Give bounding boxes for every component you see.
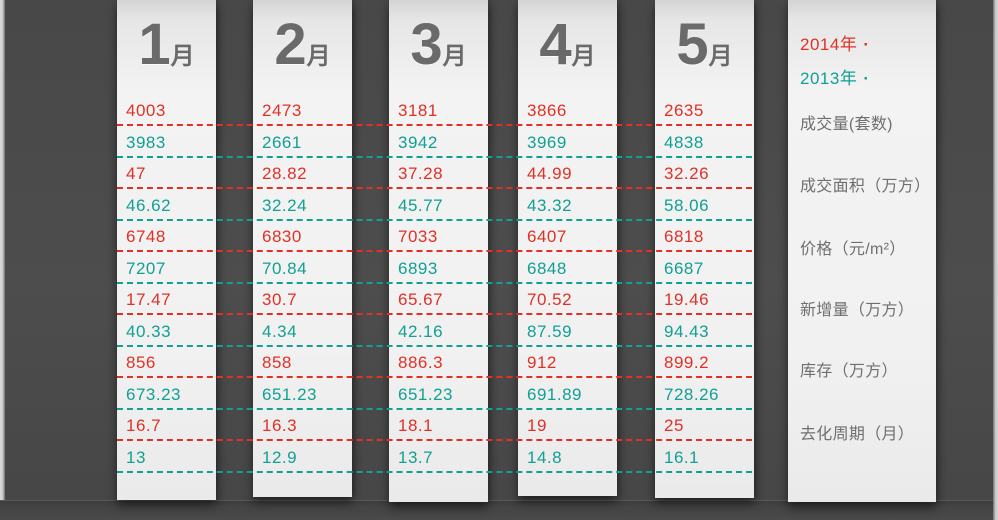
month-card-2[interactable]: 2月 [253, 0, 352, 497]
month-card-1[interactable]: 1月 [117, 0, 216, 500]
month-heading-5: 5月 [655, 14, 754, 86]
metric-label: 成交量(套数) [800, 116, 893, 133]
month-card-3[interactable]: 3月 [389, 0, 488, 502]
month-suffix: 月 [170, 43, 195, 70]
legend-year-2013: 2013年 · [800, 62, 930, 96]
month-number: 4 [539, 12, 571, 77]
month-card-4[interactable]: 4月 [518, 0, 617, 496]
month-number: 1 [138, 12, 170, 77]
month-heading-1: 1月 [117, 14, 216, 86]
metric-label: 成交面积（万方） [800, 178, 931, 195]
floor-shadow [0, 500, 998, 520]
legend-card[interactable]: 2014年 · 2013年 · 成交量(套数) 成交面积（万方） 价格（元/m²） 新增量… [788, 0, 936, 502]
month-heading-2: 2月 [253, 14, 352, 86]
month-suffix: 月 [571, 43, 596, 70]
legend-year-2013-label: 2013年 [800, 69, 858, 88]
month-suffix: 月 [442, 43, 467, 70]
month-heading-4: 4月 [518, 14, 617, 86]
month-card-5[interactable]: 5月 [655, 0, 754, 498]
legend-year-2014: 2014年 · [800, 28, 930, 62]
month-number: 3 [410, 12, 442, 77]
metric-label: 价格（元/m²） [800, 241, 906, 258]
month-number: 5 [676, 12, 708, 77]
legend-year-2014-label: 2014年 [800, 35, 858, 54]
metric-label: 去化周期（月） [800, 426, 915, 443]
month-suffix: 月 [306, 43, 331, 70]
legend-years: 2014年 · 2013年 · [800, 28, 930, 96]
month-suffix: 月 [708, 43, 733, 70]
metric-label: 库存（万方） [800, 363, 898, 380]
month-number: 2 [274, 12, 306, 77]
legend-dot-2014: · [863, 35, 870, 54]
month-heading-3: 3月 [389, 14, 488, 86]
legend-dot-2013: · [863, 69, 870, 88]
metric-label: 新增量（万方） [800, 302, 915, 319]
